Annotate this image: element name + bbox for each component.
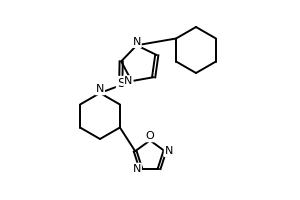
Text: N: N <box>165 146 173 156</box>
Text: N: N <box>133 164 141 174</box>
Text: N: N <box>133 37 141 47</box>
Text: O: O <box>146 131 154 141</box>
Text: N: N <box>124 76 133 86</box>
Text: N: N <box>96 84 104 94</box>
Text: S: S <box>117 77 125 90</box>
